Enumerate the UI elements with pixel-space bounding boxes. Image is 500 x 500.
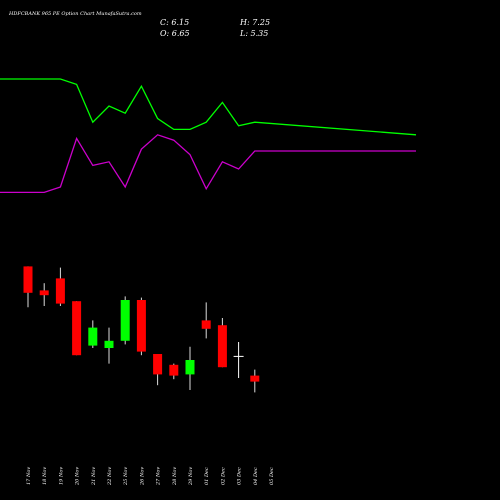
candle-01-dec xyxy=(201,302,211,339)
candle-02-dec xyxy=(217,318,227,368)
candle-body xyxy=(55,278,65,304)
indicator-lines xyxy=(0,78,417,194)
x-tick-label: 29 Nov xyxy=(188,467,194,486)
candle-27-nov xyxy=(153,354,163,386)
candle-body xyxy=(250,375,260,382)
x-tick-label: 25 Nov xyxy=(123,467,129,486)
candle-body xyxy=(23,266,33,293)
candle-28-nov xyxy=(169,363,179,380)
candles xyxy=(23,266,260,393)
x-tick-label: 26 Nov xyxy=(139,467,145,486)
x-tick-label: 28 Nov xyxy=(172,467,178,486)
open-value: O: 6.65 xyxy=(160,29,190,38)
candle-29-nov xyxy=(185,346,195,390)
candle-25-nov xyxy=(120,296,130,345)
x-tick-label: 22 Nov xyxy=(107,467,113,486)
high-value: H: 7.25 xyxy=(239,18,270,27)
green-indicator-line xyxy=(0,78,417,136)
x-tick-label: 18 Nov xyxy=(42,467,48,485)
candle-body xyxy=(39,290,49,296)
candle-19-nov xyxy=(55,267,65,306)
x-tick-label: 01 Dec xyxy=(204,467,210,485)
candle-body xyxy=(201,320,211,329)
candle-body xyxy=(104,340,114,348)
candle-22-nov xyxy=(104,327,114,364)
candle-18-nov xyxy=(39,283,49,306)
candle-20-nov xyxy=(72,301,82,356)
candle-26-nov xyxy=(136,297,146,356)
x-tick-label: 05 Dec xyxy=(269,467,275,485)
candle-body xyxy=(88,327,98,346)
candle-body xyxy=(153,354,163,375)
magenta-indicator-line xyxy=(0,134,416,194)
candle-17-nov xyxy=(23,266,33,308)
low-value: L: 5.35 xyxy=(239,29,268,38)
x-axis-labels: 17 Nov 18 Nov 19 Nov 20 Nov 21 Nov 22 Nov 25 N… xyxy=(26,467,275,486)
candle-body xyxy=(169,364,179,376)
x-tick-label: 20 Nov xyxy=(75,467,81,486)
candle-body xyxy=(185,360,195,375)
x-tick-label: 02 Dec xyxy=(220,467,226,485)
chart-title: HDFCBANK 965 PE Option Chart MunafaSutra… xyxy=(8,11,142,17)
candle-04-dec xyxy=(250,369,260,393)
x-tick-label: 21 Nov xyxy=(91,467,97,486)
x-tick-label: 27 Nov xyxy=(156,467,162,486)
x-tick-label: 04 Dec xyxy=(253,467,259,485)
x-tick-label: 19 Nov xyxy=(58,467,64,485)
candle-body xyxy=(120,300,130,341)
candle-21-nov xyxy=(88,320,98,348)
candle-body xyxy=(217,325,227,368)
x-tick-label: 17 Nov xyxy=(26,467,32,485)
candle-body xyxy=(72,301,82,356)
candle-body xyxy=(136,300,146,352)
close-value: C: 6.15 xyxy=(160,18,189,27)
candle-03-dec xyxy=(233,342,244,378)
x-tick-label: 03 Dec xyxy=(237,467,243,485)
